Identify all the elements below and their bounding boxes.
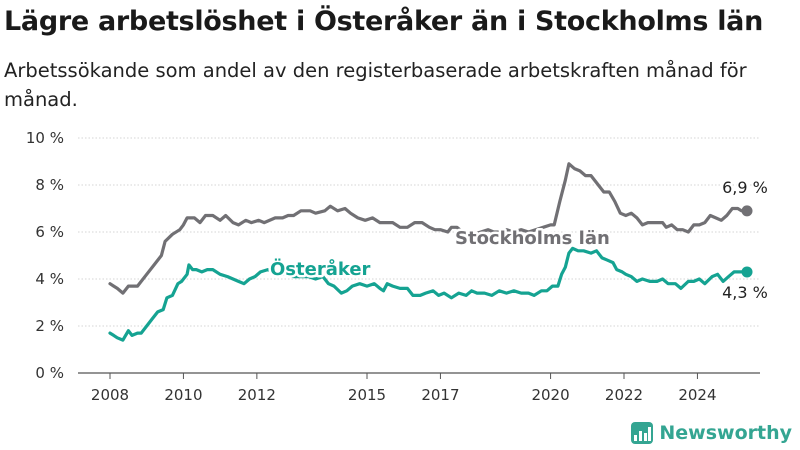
y-tick-label: 8 %: [35, 176, 64, 194]
series-labels: Stockholms län 6,9 % Österåker 4,3 %: [268, 176, 770, 304]
x-tick-label: 2020: [531, 386, 569, 404]
series-name-label: Österåker: [270, 258, 371, 280]
chart-subtitle: Arbetssökande som andel av den registerb…: [4, 59, 747, 111]
y-axis: 0 % 2 % 4 % 6 % 8 % 10 %: [26, 129, 64, 382]
x-tick-label: 2012: [238, 386, 276, 404]
series-end-value-label: 4,3 %: [722, 283, 768, 302]
series-end-value-label: 6,9 %: [722, 178, 768, 197]
y-tick-label: 4 %: [35, 270, 64, 288]
brand-name: Newsworthy: [659, 422, 792, 444]
newsworthy-logo-icon: [631, 422, 654, 444]
y-tick-label: 10 %: [26, 129, 64, 147]
series-line-0: [108, 162, 749, 295]
x-tick-label: 2024: [678, 386, 716, 404]
series-end-marker: [741, 205, 753, 217]
chart-title: Lägre arbetslöshet i Österåker än i Stoc…: [4, 6, 764, 37]
y-tick-label: 6 %: [35, 223, 64, 241]
y-tick-label: 2 %: [35, 317, 64, 335]
newsworthy-brand: Newsworthy: [631, 422, 792, 444]
series-end-marker: [741, 266, 753, 278]
series-lines: [108, 162, 753, 342]
x-tick-label: 2008: [91, 386, 129, 404]
x-axis: 2008 2010 2012 2015 2017 2020 2022 2024: [91, 373, 717, 404]
x-tick-label: 2017: [421, 386, 459, 404]
x-tick-label: 2010: [164, 386, 202, 404]
y-grid: [78, 137, 760, 374]
series-line-1: [108, 246, 749, 342]
x-tick-label: 2015: [348, 386, 386, 404]
y-tick-label: 0 %: [35, 364, 64, 382]
series-name-label: Stockholms län: [455, 228, 610, 249]
x-tick-label: 2022: [605, 386, 643, 404]
